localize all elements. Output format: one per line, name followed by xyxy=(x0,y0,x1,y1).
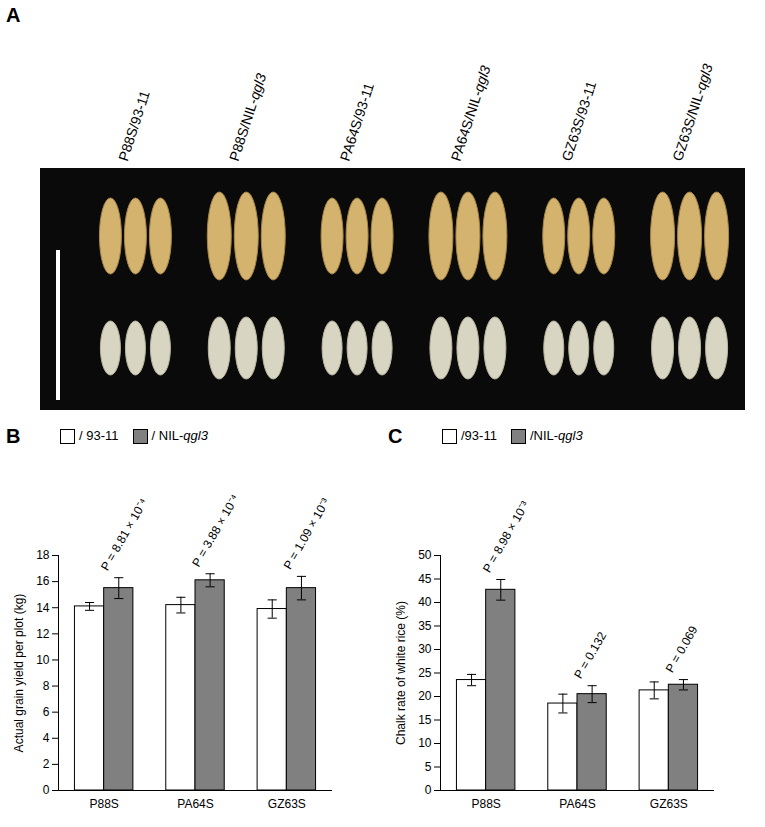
svg-text:10: 10 xyxy=(36,653,50,667)
svg-text:50: 50 xyxy=(418,548,432,562)
html-text:/ 93-11: / 93-11 xyxy=(79,428,119,443)
svg-text:P = 8.81 × 10⁻⁴: P = 8.81 × 10⁻⁴ xyxy=(98,496,151,573)
svg-text:Chalk rate of white rice (%): Chalk rate of white rice (%) xyxy=(394,601,408,745)
svg-text:16: 16 xyxy=(36,574,50,588)
html-text:/ NIL- qgl3: / NIL- qgl3 xyxy=(151,428,208,443)
svg-text:PA64S: PA64S xyxy=(559,797,595,811)
svg-text:35: 35 xyxy=(418,619,432,633)
svg-text:P88S: P88S xyxy=(89,797,118,811)
svg-text:2: 2 xyxy=(43,757,50,771)
svg-text:P88S/NIL-qgl3: P88S/NIL-qgl3 xyxy=(226,71,269,163)
svg-text:14: 14 xyxy=(36,601,50,615)
svg-text:4: 4 xyxy=(43,731,50,745)
svg-text:P88S: P88S xyxy=(471,797,500,811)
svg-text:P = 1.09 × 10⁻³: P = 1.09 × 10⁻³ xyxy=(281,496,333,572)
svg-text:40: 40 xyxy=(418,595,432,609)
html-text:B: B xyxy=(6,424,21,447)
svg-text:8: 8 xyxy=(43,679,50,693)
svg-text:10: 10 xyxy=(418,736,432,750)
svg-text:P = 0.069: P = 0.069 xyxy=(663,623,701,675)
svg-text:P = 3.88 × 10⁻⁴: P = 3.88 × 10⁻⁴ xyxy=(189,492,242,569)
svg-text:P = 0.132: P = 0.132 xyxy=(571,629,609,681)
svg-text:0: 0 xyxy=(425,783,432,797)
svg-text:12: 12 xyxy=(36,627,50,641)
svg-text:0: 0 xyxy=(43,783,50,797)
svg-text:A: A xyxy=(6,4,20,26)
svg-text:Actual grain yield per plot (k: Actual grain yield per plot (kg) xyxy=(12,594,26,753)
svg-text:PA64S: PA64S xyxy=(177,797,213,811)
svg-text:5: 5 xyxy=(425,760,432,774)
svg-text:P88S/93-11: P88S/93-11 xyxy=(115,88,153,162)
svg-text:6: 6 xyxy=(43,705,50,719)
svg-text:GZ63S/93-11: GZ63S/93-11 xyxy=(558,79,599,163)
svg-text:20: 20 xyxy=(418,689,432,703)
svg-text:GZ63S: GZ63S xyxy=(650,797,688,811)
svg-text:30: 30 xyxy=(418,642,432,656)
svg-text:25: 25 xyxy=(418,666,432,680)
html-text:/NIL- qgl3: /NIL- qgl3 xyxy=(529,428,583,443)
svg-text:45: 45 xyxy=(418,572,432,586)
svg-text:PA64S/NIL-qgl3: PA64S/NIL-qgl3 xyxy=(448,63,494,163)
html-text:C: C xyxy=(388,424,403,447)
svg-text:18: 18 xyxy=(36,548,50,562)
svg-text:15: 15 xyxy=(418,713,432,727)
svg-text:PA64S/93-11: PA64S/93-11 xyxy=(337,81,377,163)
html-text:/93-11: /93-11 xyxy=(461,428,497,443)
svg-text:P = 8.98 × 10⁻³: P = 8.98 × 10⁻³ xyxy=(480,499,532,575)
svg-text:GZ63S: GZ63S xyxy=(268,797,306,811)
svg-text:GZ63S/NIL-qgl3: GZ63S/NIL-qgl3 xyxy=(669,62,716,163)
